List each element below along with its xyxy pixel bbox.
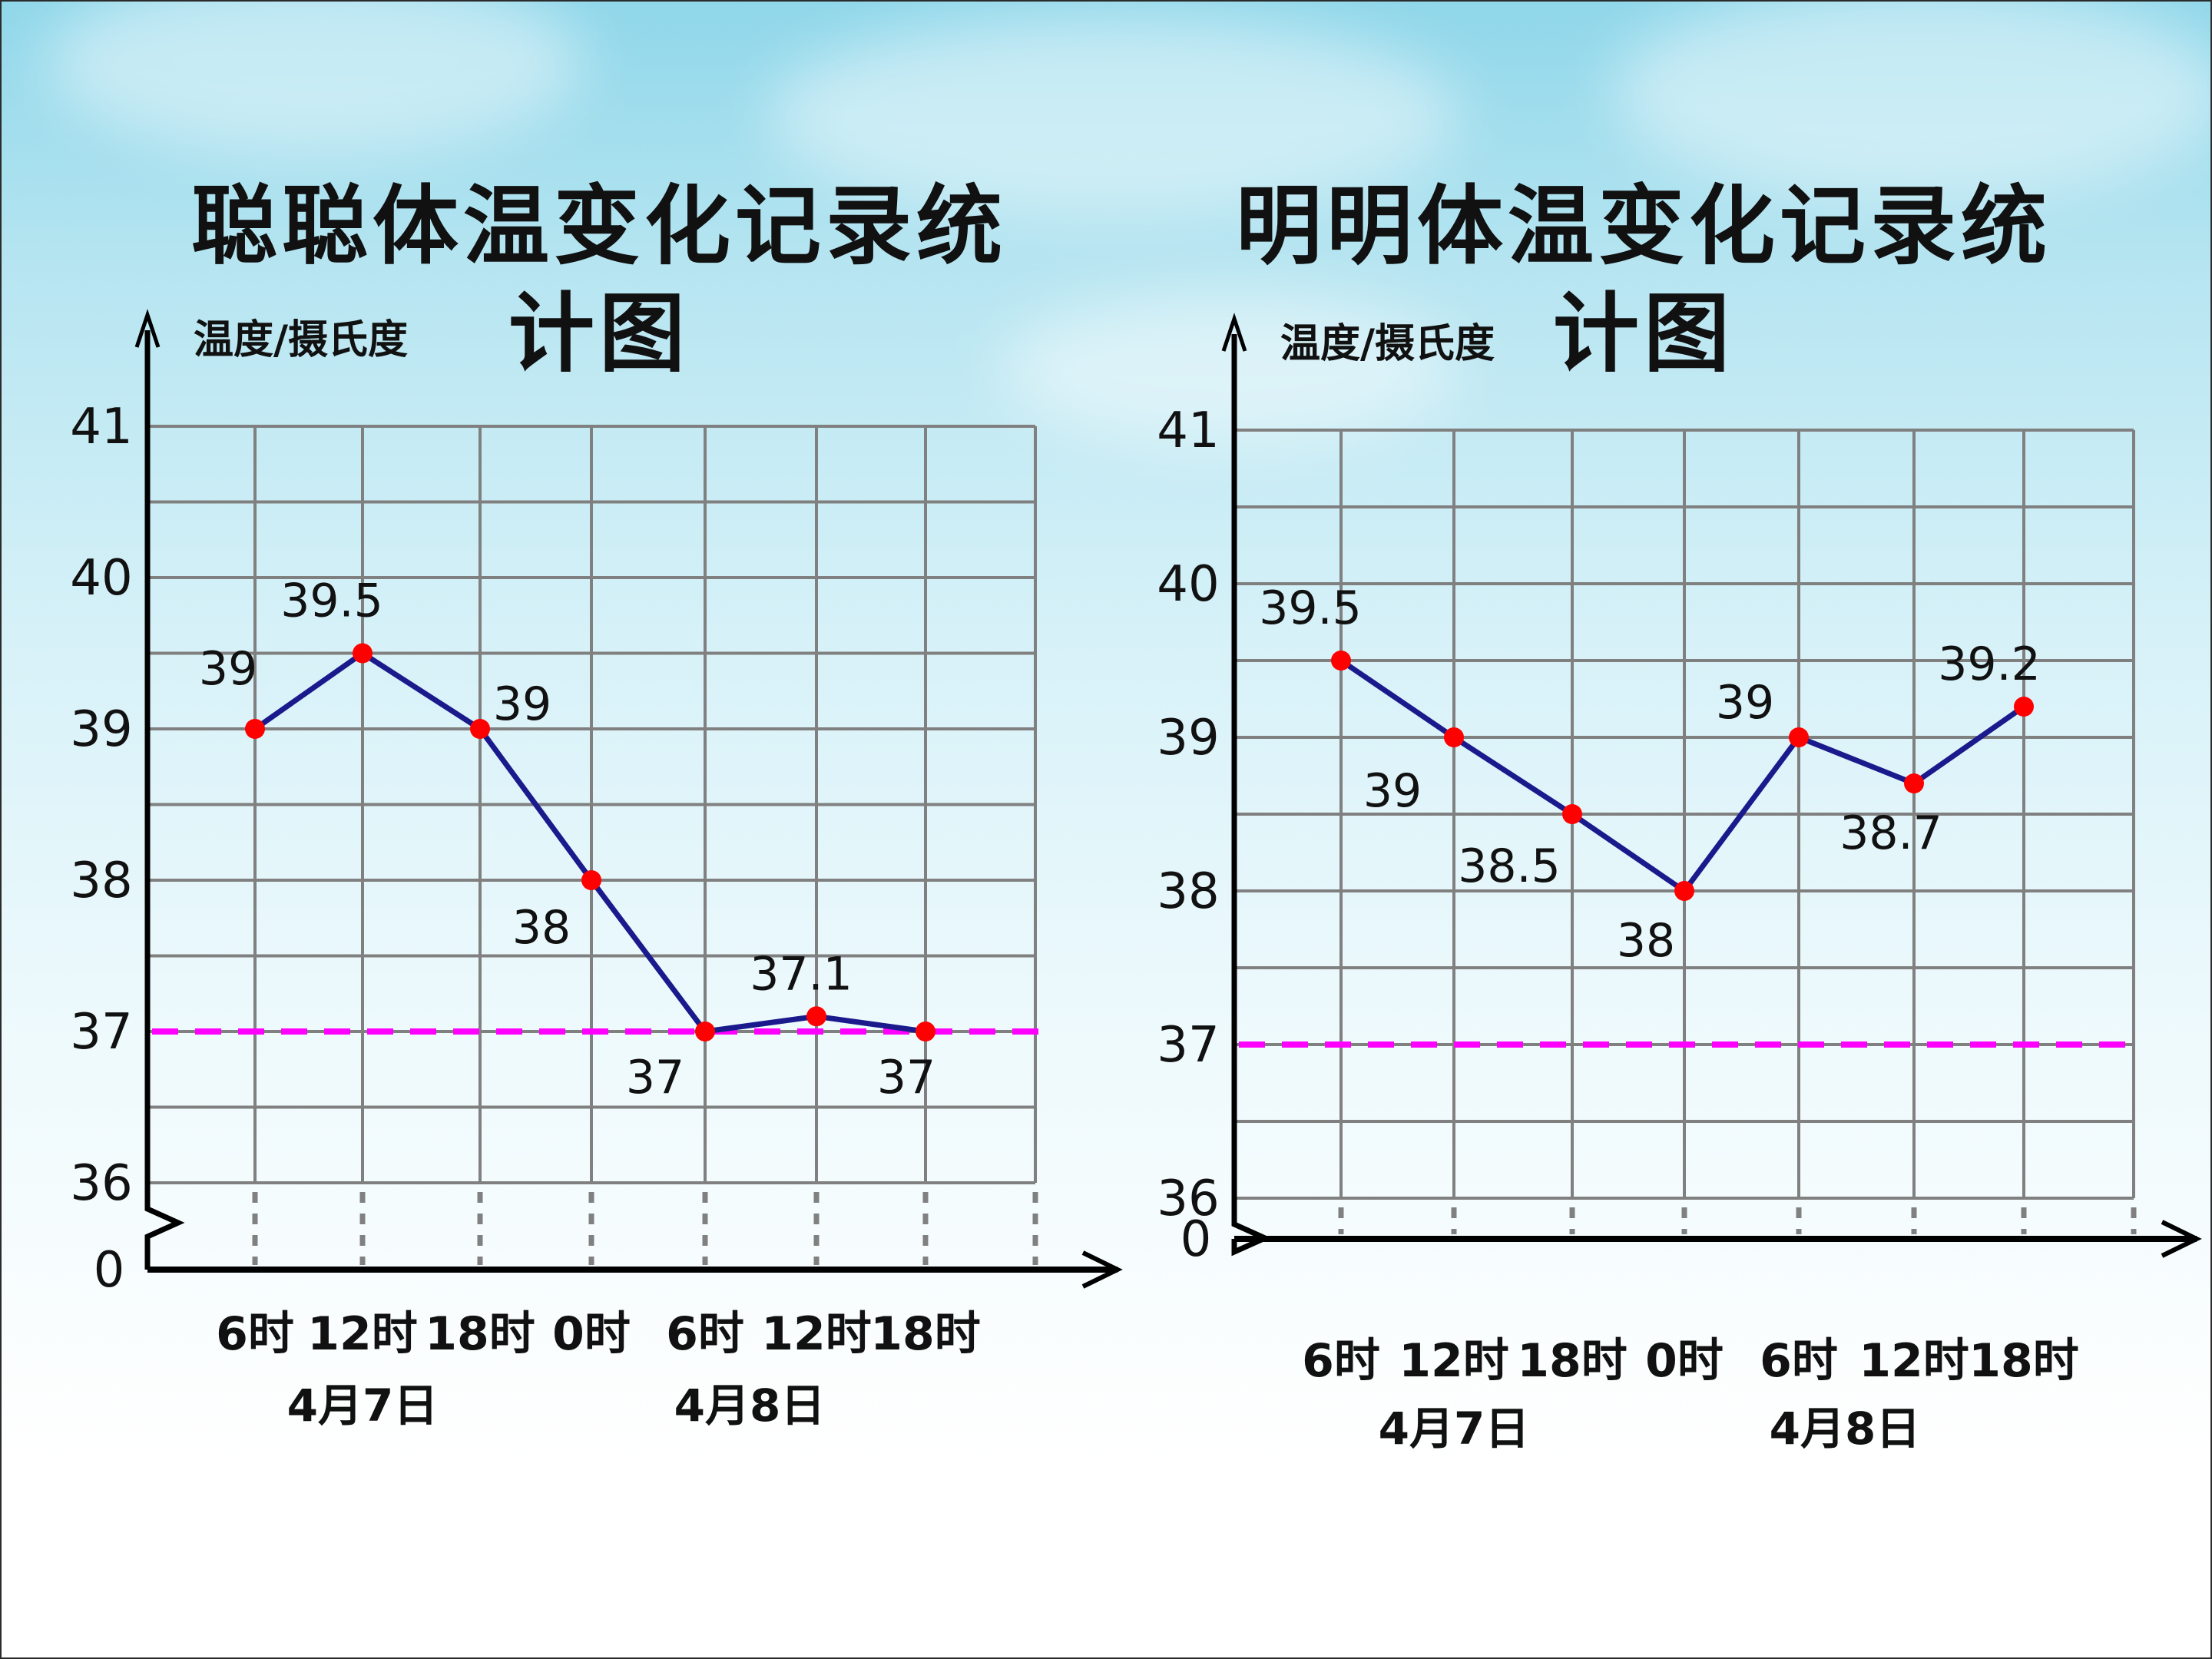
- x-tick-label: 18时: [870, 1307, 981, 1361]
- data-label: 38: [1617, 914, 1675, 968]
- data-label: 39.5: [280, 575, 383, 628]
- data-point: [1789, 727, 1809, 747]
- y-tick-label: 41: [1157, 402, 1219, 459]
- x-tick-label: 0时: [1645, 1334, 1724, 1388]
- x-tick-label: 18时: [425, 1307, 535, 1361]
- y-tick-label: 38: [1157, 863, 1219, 920]
- y-tick-label: 36: [1157, 1171, 1219, 1227]
- x-tick-label: 6时: [1302, 1334, 1380, 1388]
- data-label: 39: [1716, 676, 1774, 730]
- date-label: 4月7日: [1379, 1402, 1530, 1455]
- x-tick-label: 6时: [1760, 1334, 1838, 1388]
- data-point: [245, 719, 265, 739]
- y-axis: [1231, 334, 1272, 1257]
- y-tick-label: 36: [70, 1155, 132, 1212]
- data-point: [1562, 804, 1582, 824]
- data-label: 38.5: [1458, 839, 1561, 893]
- cloud-decoration: [1613, 0, 2212, 200]
- x-tick-label: 12时: [307, 1307, 418, 1361]
- data-point: [470, 719, 490, 739]
- data-label: 39: [199, 642, 257, 696]
- chart-title-right: 明明体温变化记录统计图: [1236, 176, 2051, 384]
- cloud-decoration: [768, 15, 1459, 215]
- x-tick-label: 12时: [1859, 1334, 1969, 1388]
- x-axis-arrow: [2161, 1220, 2202, 1258]
- x-tick-label: 0时: [552, 1307, 631, 1361]
- data-label: 39.5: [1259, 581, 1362, 635]
- cloud-decoration: [46, 0, 584, 154]
- y-axis-arrow: [1221, 313, 1247, 352]
- y-tick-label: 40: [70, 550, 132, 607]
- y-axis-label: 温度/摄氏度: [1280, 321, 1495, 367]
- y-tick-label: 37: [70, 1004, 132, 1061]
- data-label: 39: [493, 677, 551, 731]
- x-tick-label: 6时: [666, 1307, 744, 1361]
- y-tick-label: 39: [70, 701, 132, 758]
- data-label: 39: [1363, 764, 1422, 818]
- x-tick-label: 12时: [761, 1307, 872, 1361]
- data-point: [353, 643, 373, 664]
- x-tick-label: 18时: [1969, 1334, 2079, 1388]
- y-tick-label: 38: [70, 853, 132, 909]
- data-point: [806, 1006, 826, 1027]
- data-point: [1444, 727, 1464, 747]
- date-label: 4月7日: [287, 1379, 439, 1432]
- data-label: 38.7: [1839, 806, 1942, 860]
- y-axis-arrow: [134, 309, 161, 348]
- y-tick-label: 41: [70, 399, 132, 455]
- y-origin-label: 0: [94, 1242, 125, 1299]
- data-point: [581, 870, 601, 890]
- data-point: [1674, 881, 1694, 901]
- data-label: 37: [626, 1051, 684, 1104]
- data-label: 37: [877, 1051, 935, 1104]
- data-point: [1904, 773, 1924, 793]
- y-tick-label: 37: [1157, 1017, 1219, 1074]
- data-point: [695, 1022, 715, 1041]
- data-label: 38: [512, 901, 571, 955]
- x-axis-arrow: [1081, 1250, 1123, 1289]
- data-label: 39.2: [1938, 637, 2041, 691]
- y-axis: [144, 330, 185, 1270]
- cloud-decoration: [998, 292, 1459, 445]
- x-tick-label: 12时: [1399, 1334, 1509, 1388]
- y-tick-label: 40: [1157, 556, 1219, 613]
- y-axis-label: 温度/摄氏度: [194, 317, 408, 363]
- y-origin-label: 0: [1181, 1211, 1212, 1268]
- x-tick-label: 18时: [1517, 1334, 1628, 1388]
- data-point: [916, 1022, 935, 1041]
- y-tick-label: 39: [1157, 710, 1219, 767]
- data-point: [2014, 697, 2034, 717]
- chart-title-left: 聪聪体温变化记录统计图: [191, 176, 1007, 384]
- date-label: 4月8日: [1770, 1402, 1921, 1455]
- date-label: 4月8日: [674, 1379, 826, 1432]
- x-tick-label: 6时: [216, 1307, 294, 1361]
- data-label: 37.1: [750, 947, 853, 1001]
- data-point: [1331, 651, 1351, 671]
